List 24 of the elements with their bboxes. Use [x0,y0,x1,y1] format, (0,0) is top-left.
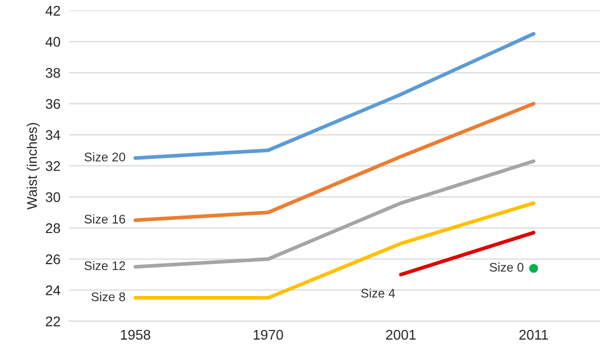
y-axis-title: Waist (inches) [26,122,40,210]
series-label: Size 4 [361,288,395,298]
y-tick-label: 42 [46,6,60,16]
y-tick-label: 28 [46,223,60,234]
y-tick-label: 26 [46,254,60,264]
y-tick-label: 36 [46,99,60,109]
x-tick-label: 1958 [120,330,150,340]
series-label: Size 20 [84,152,126,162]
series-label: Size 0 [490,262,524,272]
series-label: Size 16 [84,214,126,224]
y-tick-label: 30 [46,192,60,202]
y-tick-label: 38 [46,68,60,78]
y-tick-label: 32 [46,161,60,172]
y-tick-label: 24 [46,285,60,296]
series-label: Size 8 [91,292,126,302]
series-label: Size 12 [84,260,126,270]
x-tick-label: 2011 [519,330,548,340]
y-tick-label: 22 [46,316,60,326]
y-tick-label: 40 [46,36,60,47]
line-series [134,32,536,160]
line-series [134,102,536,222]
y-tick-label: 34 [46,130,60,140]
x-tick-label: 1970 [254,330,284,340]
x-tick-label: 2001 [386,330,416,340]
